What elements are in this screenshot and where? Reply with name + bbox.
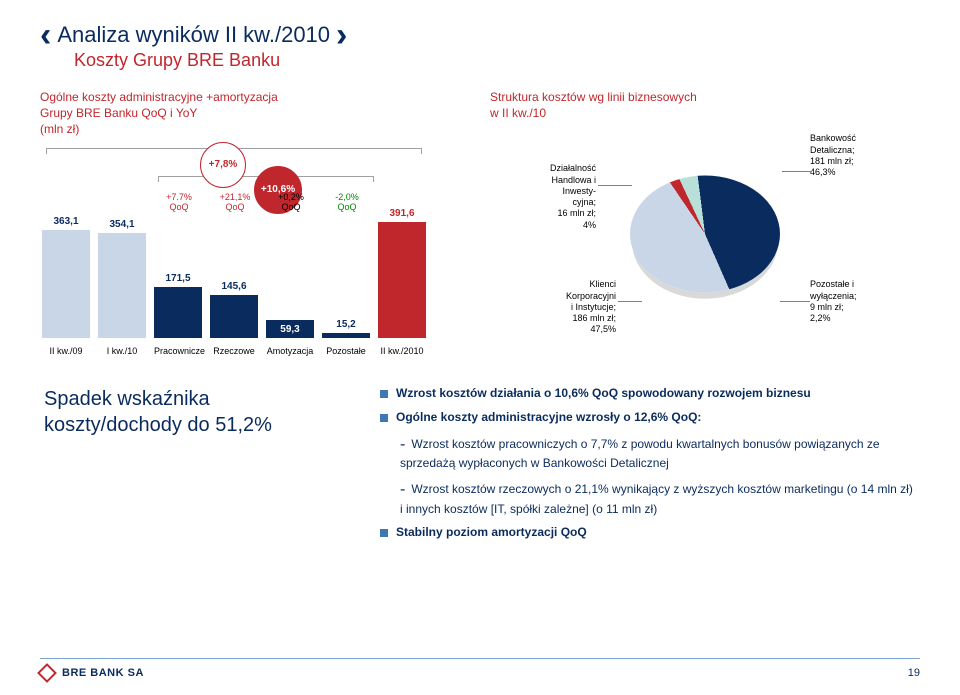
bullet-square-icon: [380, 414, 388, 422]
summary-statement: Spadek wskaźnika koszty/dochody do 51,2%: [44, 386, 344, 550]
pie-chart: DziałalnośćHandlowa iInwesty-cyjna;16 ml…: [490, 129, 920, 339]
left-heading: Ogólne koszty administracyjne +amortyzac…: [40, 89, 470, 138]
bar: 354,1: [98, 233, 146, 337]
pie-leader: [618, 301, 642, 302]
bar-value: 145,6: [210, 281, 258, 292]
pie-leader: [598, 185, 632, 186]
bar-fill: [154, 287, 202, 338]
left-heading-l1: Ogólne koszty administracyjne +amortyzac…: [40, 89, 470, 105]
bar-value: 59,3: [266, 324, 314, 335]
bar-x-label: Rzeczowe: [210, 346, 258, 356]
bullet-item: Wzrost kosztów działania o 10,6% QoQ spo…: [380, 386, 920, 400]
bullet-subitem: -Wzrost kosztów rzeczowych o 21,1% wynik…: [400, 479, 920, 517]
bar-fill: [42, 230, 90, 337]
bar-x-label: Amotyzacja: [266, 346, 314, 356]
page-subtitle: Koszty Grupy BRE Banku: [40, 50, 920, 71]
pie-slice-label: DziałalnośćHandlowa iInwesty-cyjna;16 ml…: [512, 163, 596, 231]
bar-value: 354,1: [98, 219, 146, 230]
summary-l2: koszty/dochody do 51,2%: [44, 412, 344, 438]
dash-icon: -: [400, 481, 405, 498]
bullet-subitem: -Wzrost kosztów pracowniczych o 7,7% z p…: [400, 434, 920, 472]
bullet-square-icon: [380, 390, 388, 398]
pie-slice-label: KlienciKorporacyjnii Instytucje;186 mln …: [526, 279, 616, 335]
bar: 59,3: [266, 320, 314, 337]
growth-bubble: +7,8%: [200, 142, 246, 188]
bar-fill: [98, 233, 146, 337]
bar: 391,6: [378, 222, 426, 338]
bar-value: 363,1: [42, 216, 90, 227]
qoq-label: -2,0%QoQ: [324, 192, 370, 212]
bar-fill: [210, 295, 258, 338]
bullet-item: Ogólne koszty administracyjne wzrosły o …: [380, 410, 920, 424]
summary-l1: Spadek wskaźnika: [44, 386, 344, 412]
bullet-text: Ogólne koszty administracyjne wzrosły o …: [396, 410, 701, 424]
bullet-list: Wzrost kosztów działania o 10,6% QoQ spo…: [380, 386, 920, 550]
bullet-item: Stabilny poziom amortyzacji QoQ: [380, 525, 920, 539]
page-number: 19: [908, 667, 920, 679]
bullet-text: Stabilny poziom amortyzacji QoQ: [396, 525, 587, 539]
left-panel: Ogólne koszty administracyjne +amortyzac…: [40, 89, 470, 356]
bar-x-label: II kw./09: [42, 346, 90, 356]
left-heading-l2: Grupy BRE Banku QoQ i YoY: [40, 105, 470, 121]
bar-x-label: Pozostałe: [322, 346, 370, 356]
pie-slice-label: Pozostałe iwyłączenia;9 mln zł;2,2%: [810, 279, 900, 324]
pie-leader: [782, 171, 812, 172]
bar-value: 391,6: [378, 208, 426, 219]
bullet-square-icon: [380, 529, 388, 537]
bar-fill: [322, 333, 370, 337]
bar-value: 171,5: [154, 273, 202, 284]
bar: 15,2: [322, 333, 370, 337]
qoq-label: +7.7%QoQ: [156, 192, 202, 212]
right-heading-l1: Struktura kosztów wg linii biznesowych: [490, 89, 920, 105]
bracket-left-icon: ‹: [40, 18, 51, 52]
bar-chart: +7,8%+10,6%+7.7%QoQ+21,1%QoQ+0,2%QoQ-2,0…: [40, 146, 470, 356]
bar: 171,5: [154, 287, 202, 338]
bullet-text: Wzrost kosztów działania o 10,6% QoQ spo…: [396, 386, 811, 400]
pie-slice-label: BankowośćDetaliczna;181 mln zł;46,3%: [810, 133, 900, 178]
logo-diamond-icon: [37, 663, 57, 683]
right-heading-l2: w II kw./10: [490, 105, 920, 121]
bar-value: 15,2: [322, 319, 370, 330]
footer: BRE BANK SA 19: [0, 659, 960, 687]
qoq-label: +21,1%QoQ: [212, 192, 258, 212]
bar-fill: [378, 222, 426, 338]
title-row: ‹ Analiza wyników II kw./2010 ›: [40, 18, 920, 52]
bar-x-label: I kw./10: [98, 346, 146, 356]
bracket-right-icon: ›: [336, 18, 347, 52]
left-heading-l3: (mln zł): [40, 121, 470, 137]
bar-x-label: II kw./2010: [378, 346, 426, 356]
qoq-label: +0,2%QoQ: [268, 192, 314, 212]
page-title: Analiza wyników II kw./2010: [57, 22, 330, 48]
footer-logo-text: BRE BANK SA: [62, 667, 144, 679]
bar-x-label: Pracownicze: [154, 346, 202, 356]
right-heading: Struktura kosztów wg linii biznesowych w…: [490, 89, 920, 121]
right-panel: Struktura kosztów wg linii biznesowych w…: [490, 89, 920, 356]
bar: 145,6: [210, 295, 258, 338]
dash-icon: -: [400, 436, 405, 453]
bar: 363,1: [42, 230, 90, 337]
pie-leader: [780, 301, 810, 302]
